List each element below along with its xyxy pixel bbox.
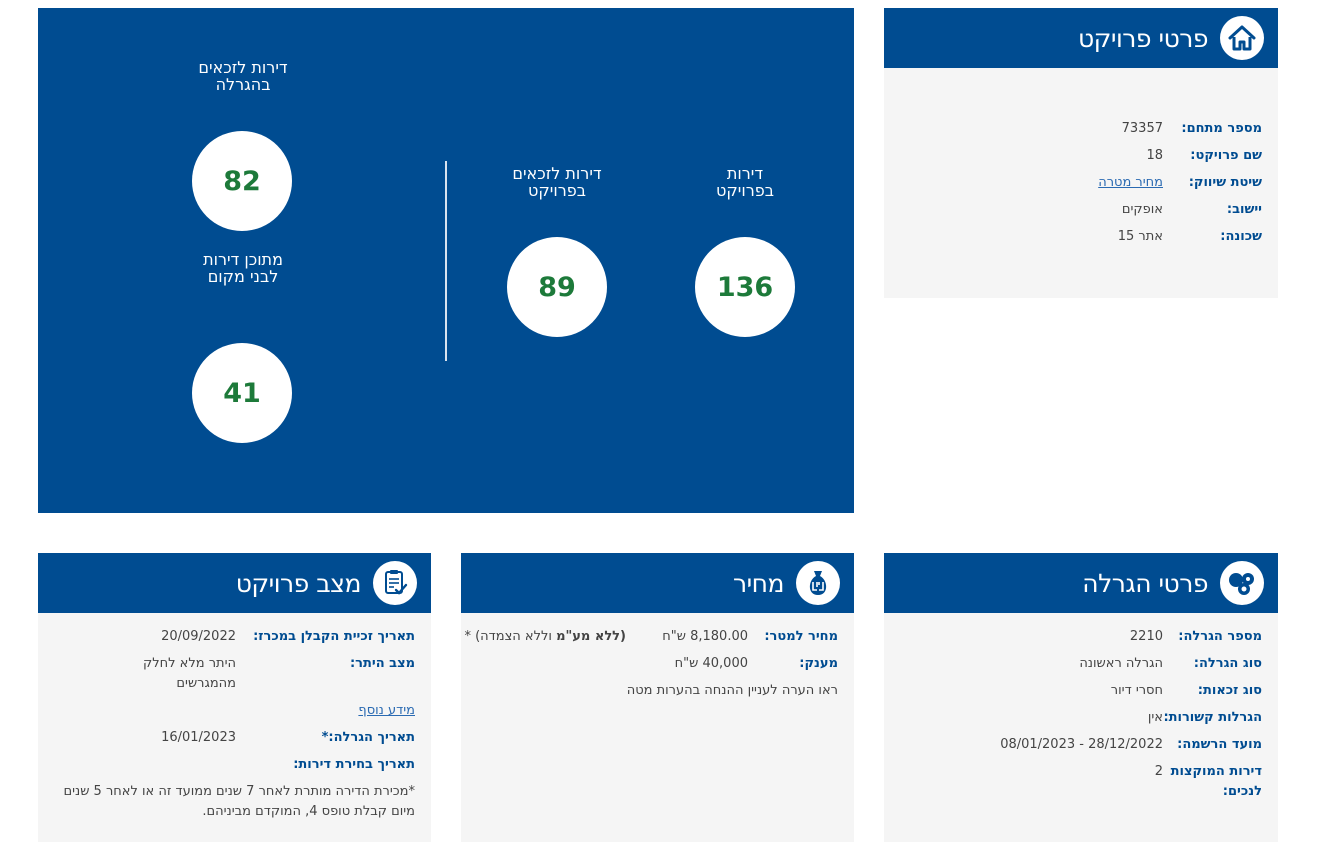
- disabled-apartments-value: 2: [1154, 764, 1163, 779]
- price-panel-title: מחיר: [732, 568, 785, 598]
- total-label: דירות בפרויקט: [645, 165, 845, 199]
- neighborhood-label: שכונה:: [1220, 229, 1262, 244]
- price-note: (ללא מע"מ וללא הצמדה) *: [464, 629, 626, 645]
- permit-status-value-line1: היתר מלא לחלק: [143, 656, 236, 671]
- lottery-balls-icon: [1220, 561, 1264, 605]
- eligibility-type-label: סוג זכאות:: [1197, 683, 1262, 698]
- winners-project-value: 89: [507, 237, 607, 337]
- winners-project-label-line2: בפרויקט: [528, 181, 586, 200]
- lottery-type-label: סוג הגרלה:: [1193, 656, 1262, 671]
- lottery-panel-header: פרטי הגרלה: [884, 553, 1278, 613]
- price-panel-body: מחיר למטר: 8,180.00 ש"ח (ללא מע"מ וללא ה…: [461, 613, 854, 842]
- settlement-label: יישוב:: [1226, 202, 1262, 217]
- more-info-link[interactable]: מידע נוסף: [358, 703, 415, 718]
- clipboard-check-icon: [373, 561, 417, 605]
- contractor-win-date-label: תאריך זכיית הקבלן במכרז:: [253, 629, 415, 644]
- neighborhood-value: אתר 15: [1117, 229, 1163, 244]
- price-note-rest: וללא הצמדה) *: [464, 629, 557, 644]
- winners-lottery-label-line1: דירות לזכאים: [198, 58, 288, 77]
- money-bag-icon: [796, 561, 840, 605]
- price-per-meter-label: מחיר למטר:: [764, 629, 838, 644]
- locals-label-line1: מתוכן דירות: [203, 250, 283, 269]
- disabled-apartments-label-line1: דירות המוקצות: [1170, 764, 1262, 779]
- status-panel-body: תאריך זכיית הקבלן במכרז: 20/09/2022 מצב …: [38, 613, 431, 842]
- permit-status-value-line2: מהמגרשים: [176, 676, 236, 691]
- permit-status-label: מצב היתר:: [349, 656, 415, 671]
- lottery-type-value: הגרלה ראשונה: [1079, 656, 1163, 671]
- related-lotteries-value: אין: [1147, 710, 1163, 725]
- house-icon: [1220, 16, 1264, 60]
- total-label-line1: דירות: [726, 164, 764, 183]
- project-panel-title: פרטי פרויקט: [1077, 23, 1209, 53]
- status-panel-title: מצב פרויקט: [235, 568, 362, 598]
- registration-period-value: 08/01/2023 - 28/12/2022: [1000, 737, 1163, 752]
- contractor-win-date-value: 20/09/2022: [161, 629, 236, 644]
- lottery-panel-body: מספר הגרלה: 2210 סוג הגרלה: הגרלה ראשונה…: [884, 613, 1278, 842]
- grant-value: 40,000 ש"ח: [674, 656, 748, 671]
- lottery-panel-title: פרטי הגרלה: [1082, 568, 1208, 598]
- locals-label: מתוכן דירות לבני מקום: [143, 251, 343, 285]
- lottery-number-label: מספר הגרלה:: [1178, 629, 1262, 644]
- lottery-date-value: 16/01/2023: [161, 730, 236, 745]
- disabled-apartments-label-line2: לנכים:: [1222, 784, 1262, 799]
- settlement-value: אופקים: [1121, 202, 1163, 217]
- footnote-line2: מיום קבלת טופס 4, המוקדם מביניהם.: [202, 804, 415, 819]
- discount-note: ראו הערה לעניין ההנחה בהערות מטה: [626, 683, 838, 698]
- winners-project-label: דירות לזכאים בפרויקט: [457, 165, 657, 199]
- compound-number-label: מספר מתחם:: [1181, 121, 1262, 136]
- price-panel-header: מחיר: [461, 553, 854, 613]
- eligibility-type-value: חסרי דיור: [1110, 683, 1163, 698]
- price-note-bold: (ללא מע"מ: [556, 629, 626, 644]
- winners-lottery-label: דירות לזכאים בהגרלה: [143, 59, 343, 93]
- lottery-number-value: 2210: [1129, 629, 1163, 644]
- locals-label-line2: לבני מקום: [207, 267, 279, 286]
- stats-divider: [445, 161, 447, 361]
- related-lotteries-label: הגרלות קשורות:: [1163, 710, 1262, 725]
- grant-label: מענק:: [799, 656, 838, 671]
- compound-number-value: 73357: [1121, 121, 1163, 136]
- stats-panel: דירות לזכאים בהגרלה 82 מתוכן דירות לבני …: [38, 8, 854, 513]
- winners-lottery-value: 82: [192, 131, 292, 231]
- marketing-method-label: שיטת שיווק:: [1188, 175, 1262, 190]
- footnote-line1: *מכירת הדירה מותרת לאחר 7 שנים ממועד זה …: [63, 784, 415, 799]
- project-name-label: שם פרויקט:: [1190, 148, 1262, 163]
- lottery-date-label: תאריך הגרלה:*: [321, 730, 415, 745]
- apartment-choice-date-label: תאריך בחירת דירות:: [293, 757, 415, 772]
- total-value: 136: [695, 237, 795, 337]
- project-name-value: 18: [1146, 148, 1163, 163]
- project-panel-header: פרטי פרויקט: [884, 8, 1278, 68]
- status-panel-header: מצב פרויקט: [38, 553, 431, 613]
- registration-period-label: מועד הרשמה:: [1177, 737, 1262, 752]
- locals-value: 41: [192, 343, 292, 443]
- price-per-meter-value: 8,180.00 ש"ח: [662, 629, 748, 644]
- total-label-line2: בפרויקט: [716, 181, 774, 200]
- project-panel-body: מספר מתחם: 73357 שם פרויקט: 18 שיטת שיוו…: [884, 68, 1278, 298]
- marketing-method-link[interactable]: מחיר מטרה: [1098, 175, 1163, 190]
- winners-project-label-line1: דירות לזכאים: [512, 164, 602, 183]
- winners-lottery-label-line2: בהגרלה: [215, 75, 271, 94]
